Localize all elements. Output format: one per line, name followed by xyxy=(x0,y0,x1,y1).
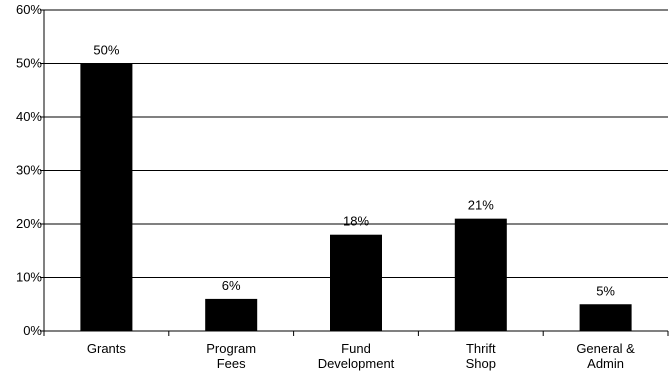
x-tick-label: Admin xyxy=(587,356,624,371)
bar xyxy=(80,63,133,331)
x-tick-label: Thrift xyxy=(466,341,496,356)
x-tick-label: Development xyxy=(318,356,395,371)
data-label: 5% xyxy=(596,283,615,298)
x-tick-label: Shop xyxy=(466,356,496,371)
data-label: 50% xyxy=(93,43,119,58)
y-tick-label: 10% xyxy=(16,270,42,285)
y-tick-label: 40% xyxy=(16,109,42,124)
x-tick-label: Fund xyxy=(341,341,371,356)
x-tick-label: Grants xyxy=(87,341,127,356)
y-tick-label: 60% xyxy=(16,2,42,17)
bar xyxy=(454,218,507,331)
y-tick-label: 0% xyxy=(23,323,42,338)
x-tick-label: Fees xyxy=(217,356,246,371)
bar xyxy=(579,304,632,331)
x-tick-label: Program xyxy=(206,341,256,356)
bar xyxy=(330,234,382,331)
y-tick-label: 20% xyxy=(16,216,42,231)
x-tick-label: General & xyxy=(576,341,635,356)
data-label: 6% xyxy=(222,278,241,293)
data-label: 21% xyxy=(468,198,494,213)
y-tick-label: 30% xyxy=(16,163,42,178)
data-label: 18% xyxy=(343,214,369,229)
y-tick-label: 50% xyxy=(16,56,42,71)
bar xyxy=(205,298,258,331)
